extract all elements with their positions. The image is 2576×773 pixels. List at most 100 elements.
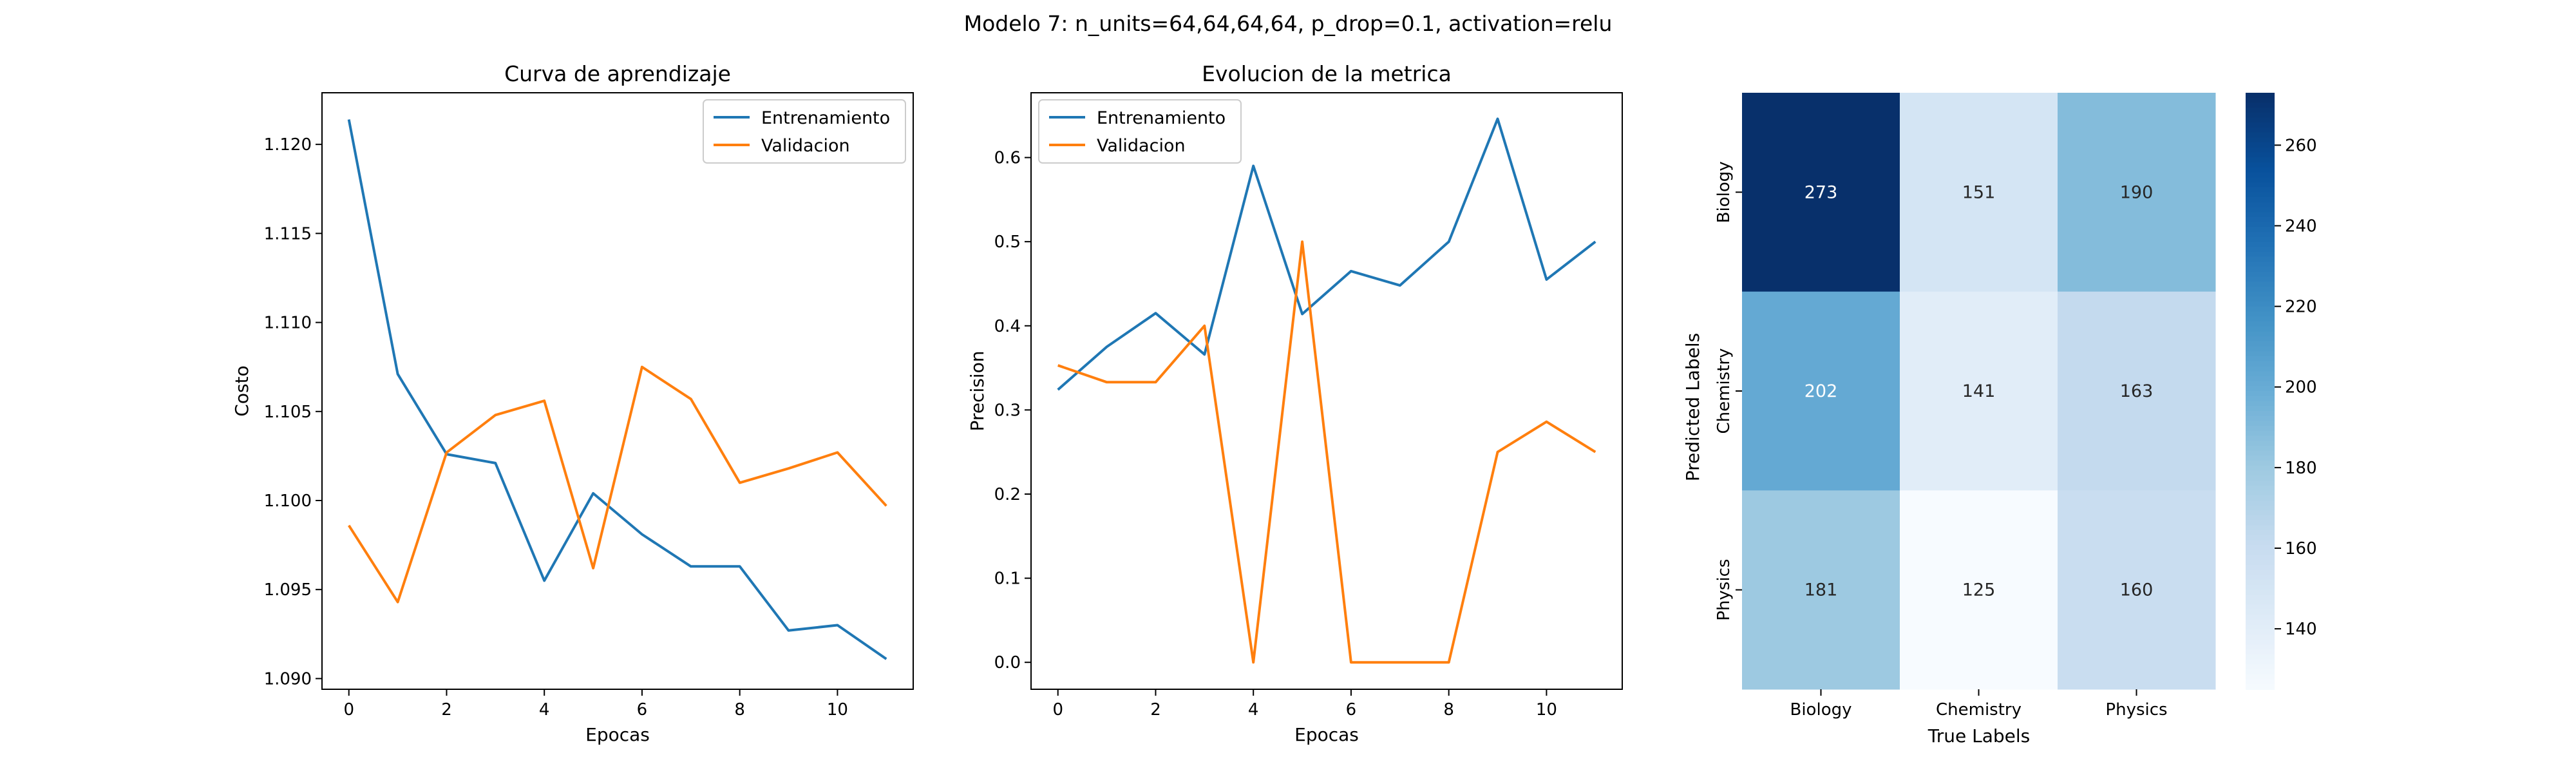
learning-curve-x-tick-label: 0 <box>343 700 354 720</box>
colorbar-gradient-step <box>2246 351 2275 357</box>
colorbar-gradient-step <box>2246 162 2275 168</box>
colorbar-gradient-step <box>2246 654 2275 660</box>
colorbar-gradient-step <box>2246 664 2275 671</box>
colorbar-gradient-step <box>2246 152 2275 158</box>
colorbar-gradient-step <box>2246 157 2275 164</box>
colorbar-gradient-step <box>2246 430 2275 437</box>
metric-evolution-x-tick-label: 4 <box>1248 700 1259 720</box>
colorbar-gradient-step <box>2246 569 2275 576</box>
colorbar-gradient-step <box>2246 93 2275 99</box>
colorbar-gradient-step <box>2246 316 2275 322</box>
colorbar-gradient-step <box>2246 291 2275 298</box>
learning-curve-title: Curva de aprendizaje <box>504 61 731 86</box>
colorbar-gradient-step <box>2246 535 2275 541</box>
colorbar-tick-label: 160 <box>2285 539 2317 558</box>
colorbar-tick-label: 140 <box>2285 620 2317 639</box>
heatmap-cell-value: 273 <box>1804 182 1838 202</box>
colorbar-gradient-step <box>2246 415 2275 422</box>
colorbar-gradient-step <box>2246 609 2275 616</box>
colorbar-gradient-step <box>2246 421 2275 427</box>
colorbar-gradient-step <box>2246 584 2275 591</box>
metric-evolution-panel: Evolucion de la metrica 0 2 4 6 8 10 0.0 0.1 0.2… <box>967 61 1623 745</box>
colorbar-gradient-step <box>2246 207 2275 213</box>
learning-curve-y-tick-label: 1.115 <box>264 224 312 243</box>
heatmap-cell-value: 190 <box>2120 182 2154 202</box>
learning-curve-legend-box <box>703 99 906 164</box>
learning-curve-x-tick-label: 2 <box>441 700 452 720</box>
metric-evolution-y-tick-label: 0.0 <box>994 653 1021 673</box>
colorbar-gradient-step <box>2246 227 2275 233</box>
colorbar-gradient-step <box>2246 455 2275 462</box>
colorbar-gradient-step <box>2246 276 2275 283</box>
colorbar-gradient-step <box>2246 480 2275 486</box>
learning-curve-y-tick-label: 1.120 <box>264 135 312 155</box>
colorbar-gradient-step <box>2246 346 2275 352</box>
metric-evolution-x-tick-label: 8 <box>1443 700 1454 720</box>
learning-curve-x-tick-label: 4 <box>539 700 550 720</box>
heatmap-x-tick-label: Chemistry <box>1936 700 2022 720</box>
learning-curve-x-tick-label: 6 <box>637 700 648 720</box>
heatmap-cell-value: 163 <box>2120 381 2154 401</box>
colorbar-gradient-step <box>2246 510 2275 516</box>
colorbar-gradient-step <box>2246 172 2275 178</box>
heatmap-y-tick-label: Physics <box>1714 559 1734 621</box>
metric-evolution-y-tick-label: 0.1 <box>994 569 1021 589</box>
colorbar-gradient-step <box>2246 117 2275 124</box>
legend-label-validacion: Validacion <box>1097 136 1186 156</box>
learning-curve-series-line-entrenamiento <box>347 119 887 660</box>
colorbar-gradient-step <box>2246 615 2275 620</box>
colorbar-gradient-step <box>2246 669 2275 675</box>
metric-evolution-x-tick-label: 10 <box>1536 700 1557 720</box>
colorbar-gradient-step <box>2246 545 2275 551</box>
colorbar-gradient-step <box>2246 371 2275 377</box>
learning-curve-series-line-validacion <box>348 365 887 604</box>
learning-curve-y-tick-label: 1.110 <box>264 314 312 333</box>
colorbar-gradient-step <box>2246 247 2275 253</box>
colorbar-gradient-step <box>2246 108 2275 113</box>
heatmap-cell <box>1742 93 1900 292</box>
metric-evolution-frame <box>1030 92 1623 690</box>
heatmap-x-tick-label: Physics <box>2105 700 2167 720</box>
colorbar-gradient-step <box>2246 232 2275 238</box>
confusion-matrix-panel: 273 151 190 202 141 163 181 125 160 Biology Chemis… <box>1682 93 2317 747</box>
colorbar-gradient-step <box>2246 391 2275 397</box>
colorbar-gradient-step <box>2246 445 2275 452</box>
learning-curve-y-tick-label: 1.095 <box>264 580 312 600</box>
metric-evolution-xlabel: Epocas <box>1294 724 1359 745</box>
metric-evolution-ylabel: Precision <box>967 351 988 432</box>
heatmap-x-tick-label: Biology <box>1790 700 1852 720</box>
colorbar-gradient-step <box>2246 381 2275 387</box>
colorbar-gradient-step <box>2246 306 2275 312</box>
heatmap-cell-value: 202 <box>1804 381 1838 401</box>
colorbar: 140 160 180 200 220 240 260 <box>2246 93 2317 690</box>
learning-curve-ylabel: Costo <box>231 365 252 416</box>
colorbar-gradient-step <box>2246 282 2275 287</box>
colorbar-gradient-step <box>2246 604 2275 611</box>
colorbar-tick-label: 260 <box>2285 136 2317 155</box>
metric-evolution-x-tick-label: 6 <box>1346 700 1357 720</box>
metric-evolution-y-tick-label: 0.2 <box>994 485 1021 504</box>
colorbar-gradient-step <box>2246 311 2275 318</box>
colorbar-gradient-step <box>2246 575 2275 581</box>
colorbar-gradient-step <box>2246 336 2275 342</box>
learning-curve-panel: Curva de aprendizaje 0 2 4 6 8 10 1.090 1.095 1.… <box>231 61 914 745</box>
metric-evolution-legend: Entrenamiento Validacion <box>1038 99 1242 164</box>
colorbar-gradient-step <box>2246 396 2275 402</box>
colorbar-gradient-step <box>2246 128 2275 133</box>
colorbar-gradient-step <box>2246 629 2275 636</box>
colorbar-gradient-step <box>2246 589 2275 596</box>
colorbar-gradient-step <box>2246 341 2275 347</box>
heatmap-cell <box>2058 490 2216 690</box>
colorbar-gradient-step <box>2246 177 2275 183</box>
colorbar-gradient-step <box>2246 326 2275 332</box>
heatmap-cell <box>1742 291 1900 491</box>
heatmap-cell-value: 181 <box>1804 580 1838 600</box>
colorbar-tick-label: 200 <box>2285 378 2317 397</box>
learning-curve-x-tick-label: 10 <box>827 700 848 720</box>
heatmap-cell-value: 125 <box>1962 580 1996 600</box>
colorbar-gradient-step <box>2246 262 2275 268</box>
colorbar-gradient-step <box>2246 212 2275 218</box>
metric-evolution-series-line-entrenamiento <box>1057 117 1596 391</box>
colorbar-gradient-step <box>2246 461 2275 466</box>
colorbar-gradient-step <box>2246 649 2275 655</box>
